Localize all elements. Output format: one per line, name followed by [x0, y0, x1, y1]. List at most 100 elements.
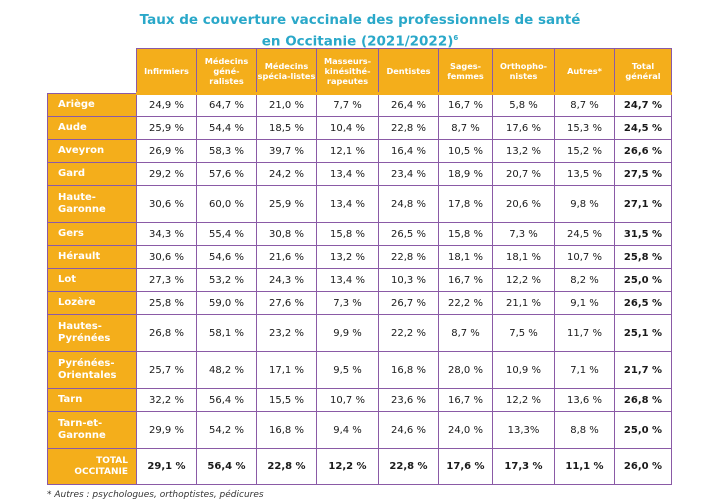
value-cell: 22,2 %	[438, 291, 493, 315]
value-cell: 58,3 %	[196, 139, 257, 163]
value-cell: 25,9 %	[136, 116, 197, 140]
row-header: Gard	[47, 162, 137, 186]
value-cell: 8,7 %	[438, 314, 493, 352]
value-cell: 8,8 %	[554, 411, 615, 449]
column-header: Médecins géné-ralistes	[196, 48, 257, 95]
value-cell: 15,8 %	[316, 222, 379, 246]
value-cell: 16,8 %	[378, 351, 439, 389]
value-cell: 7,3 %	[492, 222, 555, 246]
value-cell: 64,7 %	[196, 93, 257, 117]
value-cell: 26,4 %	[378, 93, 439, 117]
value-cell: 12,1 %	[316, 139, 379, 163]
value-cell: 25,7 %	[136, 351, 197, 389]
total-value-cell: 24,7 %	[614, 93, 672, 117]
value-cell: 23,2 %	[256, 314, 317, 352]
value-cell: 7,5 %	[492, 314, 555, 352]
value-cell: 16,7 %	[438, 93, 493, 117]
column-header: Dentistes	[378, 48, 439, 95]
value-cell: 48,2 %	[196, 351, 257, 389]
title-line-1: Taux de couverture vaccinale des profess…	[139, 12, 581, 28]
total-value-cell: 21,7 %	[614, 351, 672, 389]
value-cell: 10,4 %	[316, 116, 379, 140]
row-header: Tarn-et-Garonne	[47, 411, 137, 449]
table-row: Haute-Garonne 30,6 % 60,0 % 25,9 % 13,4 % 24,…	[47, 185, 672, 223]
column-header: Médecins spécia-listes	[256, 48, 317, 95]
value-cell: 9,5 %	[316, 351, 379, 389]
total-value-cell: 25,0 %	[614, 411, 672, 449]
row-header: Hérault	[47, 245, 137, 269]
value-cell: 15,2 %	[554, 139, 615, 163]
value-cell: 24,2 %	[256, 162, 317, 186]
value-cell: 17,6 %	[492, 116, 555, 140]
value-cell: 10,7 %	[316, 388, 379, 412]
value-cell: 8,2 %	[554, 268, 615, 292]
value-cell: 5,8 %	[492, 93, 555, 117]
title-note-mark: 6	[453, 34, 459, 42]
value-cell: 26,7 %	[378, 291, 439, 315]
table-row: Hautes-Pyrénées 26,8 % 58,1 % 23,2 % 9,9 % 22…	[47, 314, 672, 352]
value-cell: 24,0 %	[438, 411, 493, 449]
value-cell: 25,9 %	[256, 185, 317, 223]
value-cell: 12,2 %	[492, 268, 555, 292]
value-cell: 12,2 %	[316, 448, 379, 485]
value-cell: 18,9 %	[438, 162, 493, 186]
total-value-cell: 25,8 %	[614, 245, 672, 269]
table-title: Taux de couverture vaccinale des profess…	[120, 11, 600, 51]
row-header: TOTAL OCCITANIE	[47, 448, 137, 485]
value-cell: 16,7 %	[438, 268, 493, 292]
column-header: Infirmiers	[136, 48, 197, 95]
value-cell: 13,4 %	[316, 268, 379, 292]
value-cell: 13,5 %	[554, 162, 615, 186]
value-cell: 29,2 %	[136, 162, 197, 186]
value-cell: 24,8 %	[378, 185, 439, 223]
column-header: Orthopho-nistes	[492, 48, 555, 95]
value-cell: 58,1 %	[196, 314, 257, 352]
table-row: Lozère 25,8 % 59,0 % 27,6 % 7,3 % 26,7 % 22,2 …	[47, 291, 672, 315]
value-cell: 22,2 %	[378, 314, 439, 352]
coverage-table: Infirmiers Médecins géné-ralistes Médecins…	[47, 48, 672, 485]
value-cell: 10,9 %	[492, 351, 555, 389]
table-row: Aveyron 26,9 % 58,3 % 39,7 % 12,1 % 16,4 % 10,…	[47, 139, 672, 163]
row-header: Pyrénées-Orientales	[47, 351, 137, 389]
value-cell: 13,3%	[492, 411, 555, 449]
table-row: Hérault 30,6 % 54,6 % 21,6 % 13,2 % 22,8 % 18,…	[47, 245, 672, 269]
value-cell: 59,0 %	[196, 291, 257, 315]
value-cell: 54,6 %	[196, 245, 257, 269]
value-cell: 21,1 %	[492, 291, 555, 315]
value-cell: 13,2 %	[492, 139, 555, 163]
value-cell: 8,7 %	[438, 116, 493, 140]
row-header: Ariège	[47, 93, 137, 117]
value-cell: 15,5 %	[256, 388, 317, 412]
value-cell: 7,3 %	[316, 291, 379, 315]
value-cell: 21,0 %	[256, 93, 317, 117]
column-header: Total général	[614, 48, 672, 95]
value-cell: 21,6 %	[256, 245, 317, 269]
value-cell: 16,8 %	[256, 411, 317, 449]
column-header: Sages-femmes	[438, 48, 493, 95]
value-cell: 32,2 %	[136, 388, 197, 412]
value-cell: 10,3 %	[378, 268, 439, 292]
row-header: Haute-Garonne	[47, 185, 137, 223]
header-row: Infirmiers Médecins géné-ralistes Médecins…	[48, 48, 672, 95]
value-cell: 18,1 %	[492, 245, 555, 269]
value-cell: 18,5 %	[256, 116, 317, 140]
value-cell: 9,4 %	[316, 411, 379, 449]
value-cell: 54,2 %	[196, 411, 257, 449]
value-cell: 60,0 %	[196, 185, 257, 223]
value-cell: 26,8 %	[136, 314, 197, 352]
table-row: Gers 34,3 % 55,4 % 30,8 % 15,8 % 26,5 % 15,8 %…	[47, 222, 672, 246]
value-cell: 22,8 %	[378, 116, 439, 140]
table-row: Lot 27,3 % 53,2 % 24,3 % 13,4 % 10,3 % 16,7 % 1…	[47, 268, 672, 292]
value-cell: 20,7 %	[492, 162, 555, 186]
table-row: Pyrénées-Orientales 25,7 % 48,2 % 17,1 % 9,5…	[47, 351, 672, 389]
total-value-cell: 26,6 %	[614, 139, 672, 163]
value-cell: 30,6 %	[136, 245, 197, 269]
value-cell: 57,6 %	[196, 162, 257, 186]
value-cell: 7,7 %	[316, 93, 379, 117]
value-cell: 25,8 %	[136, 291, 197, 315]
value-cell: 27,6 %	[256, 291, 317, 315]
value-cell: 17,6 %	[438, 448, 493, 485]
value-cell: 22,8 %	[378, 245, 439, 269]
value-cell: 24,6 %	[378, 411, 439, 449]
value-cell: 13,4 %	[316, 185, 379, 223]
